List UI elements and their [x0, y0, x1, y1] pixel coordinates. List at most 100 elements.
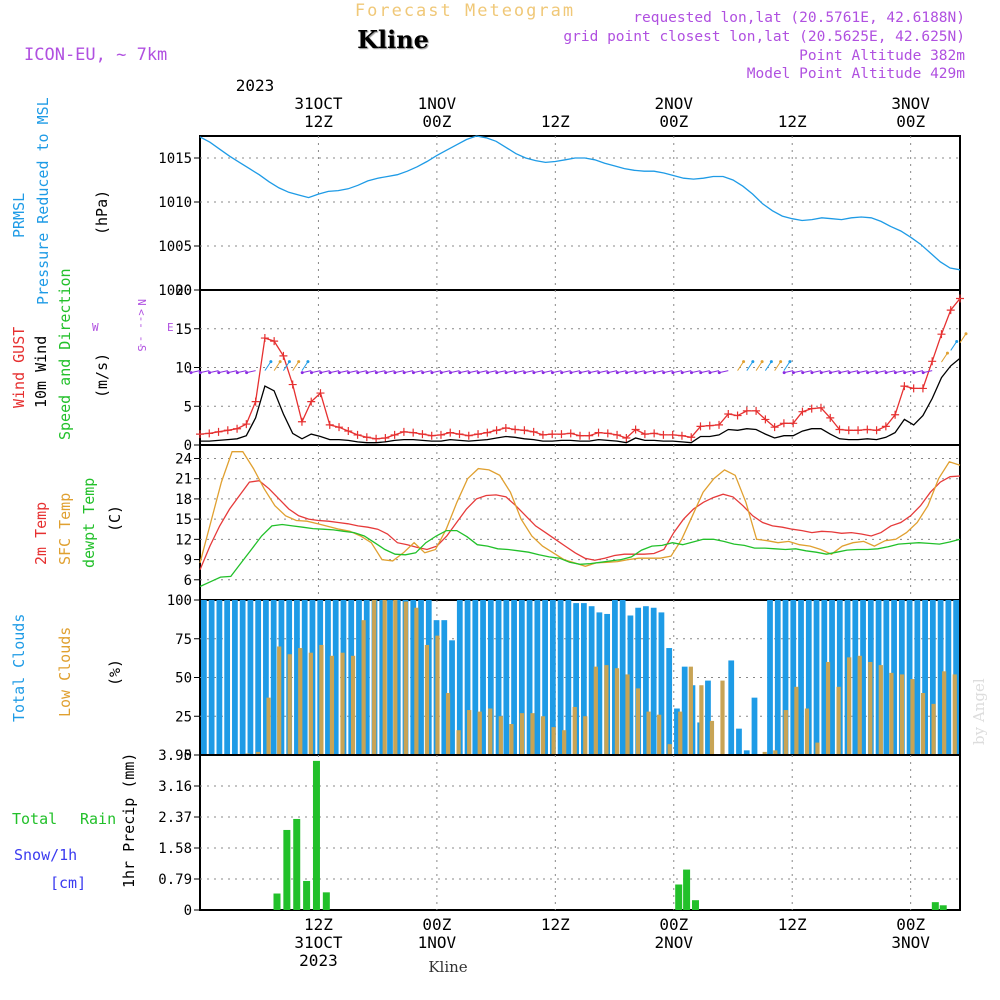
precip-y-tick-label: 0 [184, 903, 192, 919]
wind-arrow-shaft [339, 370, 349, 374]
wind-arrow-shaft [515, 370, 525, 374]
total-cloud-bar [596, 612, 603, 755]
gust-marker [279, 351, 288, 360]
wind-direction-arrow [680, 370, 692, 375]
total-cloud-bar [782, 600, 789, 755]
low-cloud-bar [699, 685, 704, 755]
low-cloud-bar [836, 686, 841, 755]
low-cloud-bar [488, 708, 493, 755]
wind-arrow-shaft [478, 370, 488, 374]
wind-direction-arrow [449, 370, 460, 375]
wind-direction-arrow [856, 370, 868, 375]
compass-west: W [92, 321, 99, 334]
wind-direction-arrow [541, 370, 553, 375]
precip-axis-label: 1hr Precip (mm) [120, 753, 138, 888]
wind-direction-arrow [588, 370, 599, 375]
wind-arrow-shaft [487, 370, 497, 374]
total-cloud-bar [518, 600, 525, 755]
low-cloud-bar [350, 655, 356, 755]
wind-arrow-head [495, 371, 499, 375]
gust-marker [881, 422, 890, 431]
gust-marker [659, 430, 668, 439]
rain-bar [939, 905, 947, 910]
wind-arrow-shaft [746, 361, 754, 371]
wind-arrow-shaft [895, 370, 905, 374]
wind-arrow-shaft [913, 370, 924, 374]
low-cloud-bar [319, 644, 324, 755]
wind-direction-arrow [189, 370, 201, 375]
gust-marker [316, 389, 325, 398]
total-rain-label-b: Rain [80, 810, 116, 828]
gust-marker [696, 422, 705, 431]
wind-arrow-head [402, 371, 406, 375]
wind-arrow-head [615, 371, 619, 375]
wind-arrow-head [235, 371, 239, 375]
wind-direction-arrow [421, 370, 432, 375]
wind-direction-arrow [801, 370, 812, 375]
top-year-label: 2023 [236, 76, 275, 95]
wind-arrow-shaft [793, 370, 803, 374]
wind-direction-arrow [893, 370, 905, 375]
cloud-unit: (%) [106, 659, 124, 686]
total-cloud-bar [542, 600, 548, 755]
wind-arrow-shaft [533, 370, 544, 374]
low-cloud-bar [847, 657, 852, 755]
gust-marker [752, 406, 761, 415]
low-cloud-bar [414, 607, 419, 755]
top-axis-hour: 00Z [896, 112, 925, 131]
total-cloud-bar [216, 600, 223, 755]
gust-marker [260, 334, 269, 343]
wind-direction-arrow [550, 370, 562, 375]
station-name: Kline [357, 25, 429, 54]
wind-arrow-head [680, 371, 684, 375]
low-cloud-bar [825, 662, 831, 755]
wind-arrow-shaft [839, 370, 849, 374]
low-cloud-bar [910, 679, 915, 755]
temp-y-tick-label: 18 [175, 492, 192, 508]
low-cloud-bar [382, 600, 387, 755]
wind-arrow-shaft [811, 370, 822, 374]
point-altitude: Point Altitude 382m [799, 48, 965, 64]
cloud-labels: Total Clouds Low Clouds (%) [10, 614, 124, 722]
total-cloud-bar [852, 600, 859, 755]
precip-frame [199, 754, 961, 911]
wind-arrow-shaft [246, 370, 256, 374]
gust-marker [724, 410, 733, 418]
wind-direction-arrow [810, 370, 822, 375]
total-cloud-bar [627, 615, 634, 755]
total-cloud-bar [511, 600, 517, 755]
low-cloud-bar [583, 716, 588, 755]
total-cloud-bar [945, 600, 952, 755]
low-cloud-bar [287, 654, 292, 755]
gust-marker [677, 431, 686, 440]
gust-marker [742, 406, 751, 415]
wind-arrow-shaft [848, 370, 859, 374]
wind-direction-arrow [689, 370, 701, 375]
rain-bar [683, 869, 691, 910]
wind-arrow-head [421, 371, 425, 375]
gust-marker [288, 380, 297, 389]
wind-arrow-head [769, 360, 773, 364]
requested-location: requested lon,lat (20.5761E, 42.6188N) [633, 10, 965, 26]
temp2m-label: 2m Temp [32, 502, 50, 565]
pressure-y-tick-label: 1000 [158, 283, 192, 299]
wind-arrow-shaft [923, 370, 933, 374]
footer-station: Kline [428, 958, 467, 976]
gust-marker [242, 420, 251, 429]
wind-arrow-head [430, 371, 434, 375]
wind-arrow-shaft [320, 370, 330, 374]
wind-arrow-head [560, 371, 564, 375]
low-cloud-bar [783, 710, 788, 755]
wind-arrow-head [393, 371, 397, 375]
total-cloud-bar [805, 600, 812, 755]
total-cloud-bar [224, 600, 231, 755]
total-cloud-bar [666, 648, 673, 755]
compass-arrows: <-- -- [135, 309, 148, 349]
low-cloud-bar [572, 706, 577, 755]
wind-arrow-shaft [570, 370, 581, 374]
wind-direction-arrow [347, 370, 358, 375]
precip-y-tick-label: 2.37 [158, 810, 192, 826]
wind-direction-arrow [791, 370, 803, 375]
wind-arrow-head [513, 371, 517, 375]
